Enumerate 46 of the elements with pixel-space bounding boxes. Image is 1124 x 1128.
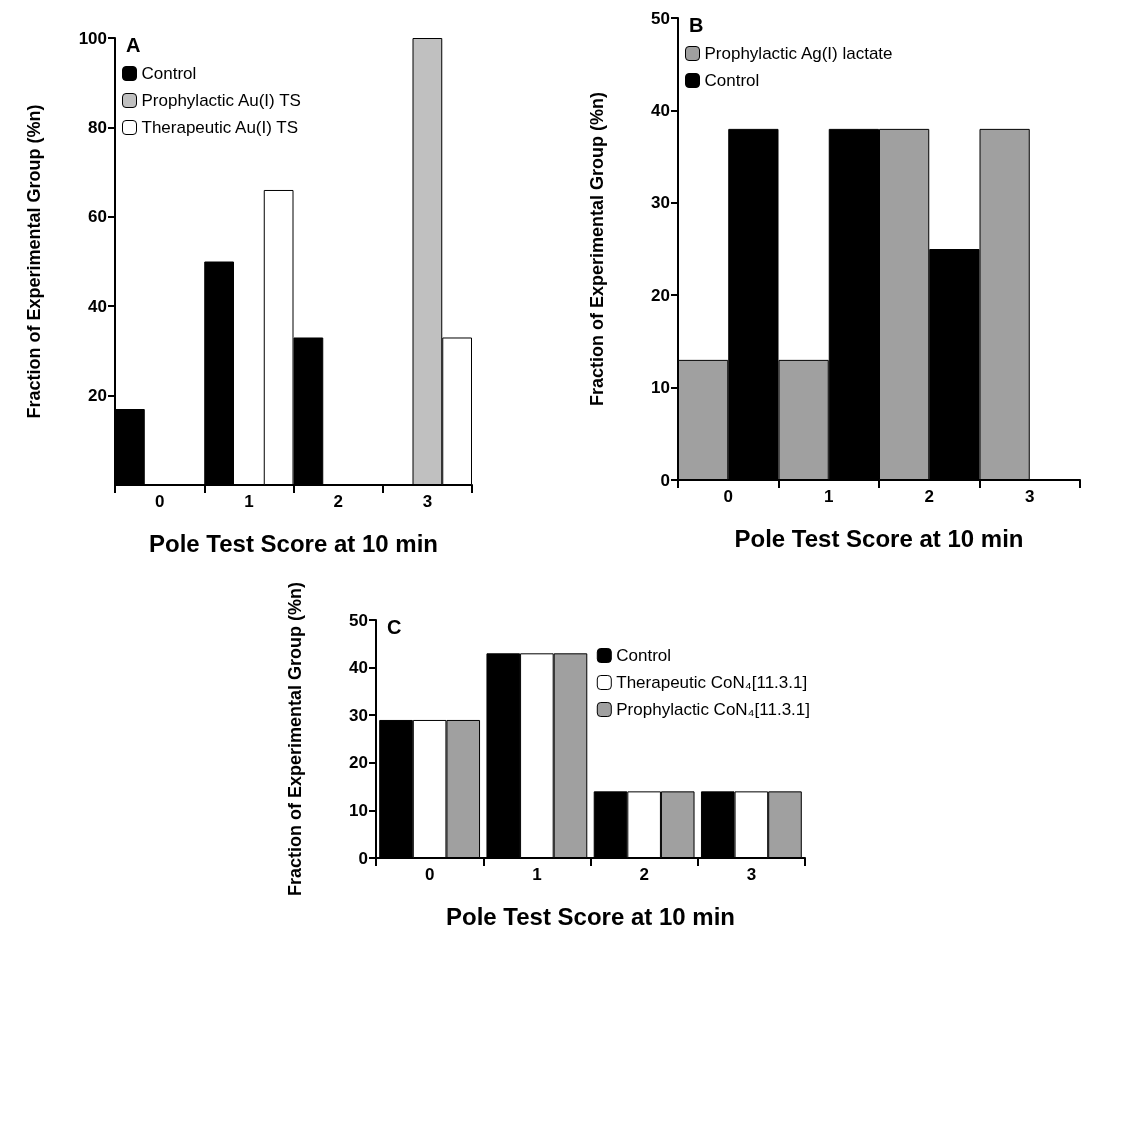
x-tick-label: 1 <box>532 865 542 884</box>
legend-label: Prophylactic Ag(I) lactate <box>704 44 893 63</box>
x-tick-label: 0 <box>154 492 165 511</box>
x-tick-label: 0 <box>424 865 435 884</box>
legend-label: Prophylactic Au(I) TS <box>141 91 301 110</box>
x-tick-label: 3 <box>746 865 757 884</box>
y-tick-label: 40 <box>651 100 670 120</box>
x-tick-label: 2 <box>333 492 343 511</box>
chart-title: A <box>126 34 141 56</box>
y-tick-label: 10 <box>349 800 368 820</box>
y-tick-label: 50 <box>349 610 368 630</box>
x-tick-label: 0 <box>723 487 733 506</box>
x-tick-label: 2 <box>924 487 934 506</box>
x-tick-label: 1 <box>824 487 834 506</box>
y-tick-label: 80 <box>88 117 107 137</box>
y-axis-title: Fraction of Experimental Group (%n) <box>285 581 305 897</box>
chart-title: B <box>689 14 704 36</box>
x-axis-title: Pole Test Score at 10 min <box>734 524 1024 552</box>
y-tick-label: 10 <box>651 378 670 398</box>
y-axis-title: Fraction of Experimental Group (%n) <box>587 91 607 407</box>
legend-label: Therapeutic Au(I) TS <box>141 118 299 137</box>
legend-label: Control <box>616 646 672 665</box>
x-tick-label: 2 <box>639 865 649 884</box>
legend-label: Prophylactic CoN₄[11.3.1] <box>616 700 810 719</box>
y-tick-label: 20 <box>88 386 107 406</box>
y-tick-label: 100 <box>78 28 107 48</box>
legend-label: Therapeutic CoN₄[11.3.1] <box>616 673 808 692</box>
y-axis-title: Fraction of Experimental Group (%n) <box>24 104 44 419</box>
y-tick-label: 0 <box>358 848 368 868</box>
chart-title: C <box>387 616 402 638</box>
y-tick-label: 30 <box>651 193 670 213</box>
y-tick-label: 60 <box>88 207 107 227</box>
x-tick-label: 3 <box>422 492 433 511</box>
y-tick-label: 40 <box>349 658 368 678</box>
y-tick-label: 40 <box>88 296 107 316</box>
y-tick-label: 50 <box>651 8 670 28</box>
y-tick-label: 30 <box>349 705 368 725</box>
legend-label: Control <box>141 64 197 83</box>
x-axis-title: Pole Test Score at 10 min <box>446 902 735 930</box>
legend-label: Control <box>704 71 760 90</box>
x-axis-title: Pole Test Score at 10 min <box>149 529 438 557</box>
x-tick-label: 3 <box>1025 487 1035 506</box>
x-tick-label: 1 <box>244 492 254 511</box>
y-tick-label: 20 <box>651 285 670 305</box>
y-tick-label: 0 <box>660 470 670 490</box>
y-tick-label: 20 <box>349 753 368 773</box>
